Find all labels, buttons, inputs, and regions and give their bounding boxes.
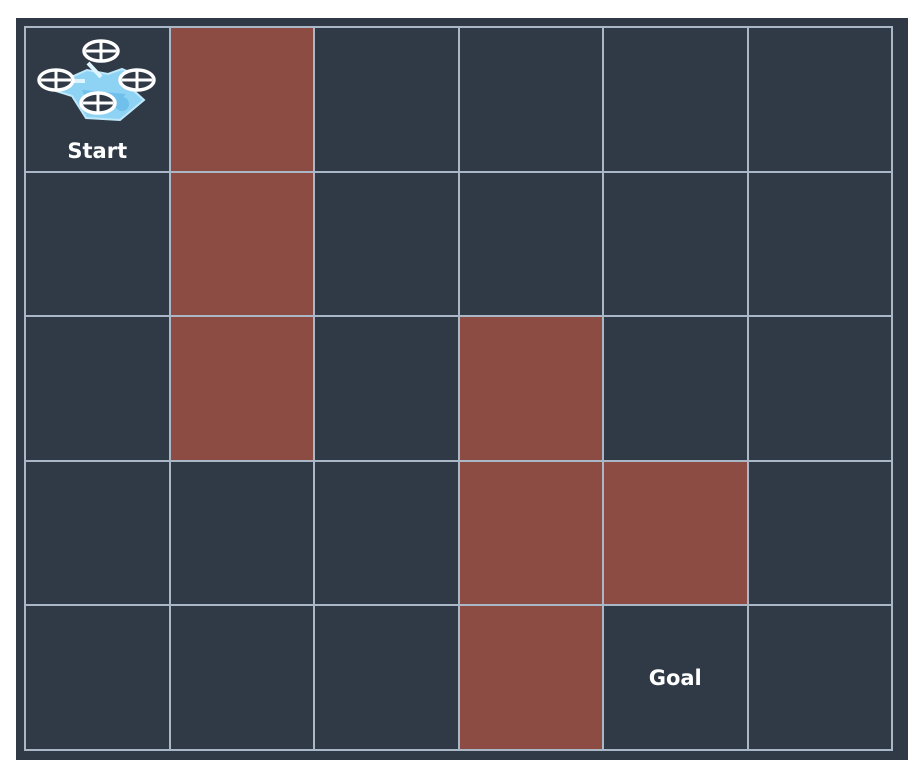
grid-cell: [604, 28, 749, 173]
grid-cell: [604, 317, 749, 462]
grid-cell: [315, 606, 460, 751]
grid-cell: [459, 172, 604, 318]
grid-cell: [459, 28, 604, 173]
grid-cell: [748, 28, 893, 173]
grid-cell: [748, 461, 893, 607]
grid-cell: [26, 317, 171, 462]
grid-cell: [26, 461, 171, 607]
grid-world: Start Goal: [24, 26, 893, 751]
grid-cell: [315, 317, 460, 462]
goal-label: Goal: [648, 665, 702, 690]
grid-cell: [748, 172, 893, 318]
start-label: Start: [67, 138, 128, 163]
grid-cell: [170, 606, 315, 751]
obstacle-cell: [459, 461, 604, 607]
obstacle-cell: [170, 172, 315, 318]
obstacle-cell: [459, 606, 604, 751]
obstacle-cell: [170, 28, 315, 173]
goal-cell: Goal: [604, 606, 749, 751]
obstacle-cell: [604, 461, 749, 607]
grid-world-frame: Start Goal: [16, 18, 908, 760]
grid-cell: [26, 606, 171, 751]
obstacle-cell: [459, 317, 604, 462]
grid-cell: [748, 317, 893, 462]
drone-icon: [37, 39, 156, 122]
obstacle-cell: [170, 317, 315, 462]
grid-cell: [315, 461, 460, 607]
grid-cell: [170, 461, 315, 607]
grid-cell: [748, 606, 893, 751]
grid-cell: [315, 172, 460, 318]
grid-cell: [604, 172, 749, 318]
start-cell: Start: [26, 28, 171, 173]
grid-cell: [315, 28, 460, 173]
grid-cell: [26, 172, 171, 318]
